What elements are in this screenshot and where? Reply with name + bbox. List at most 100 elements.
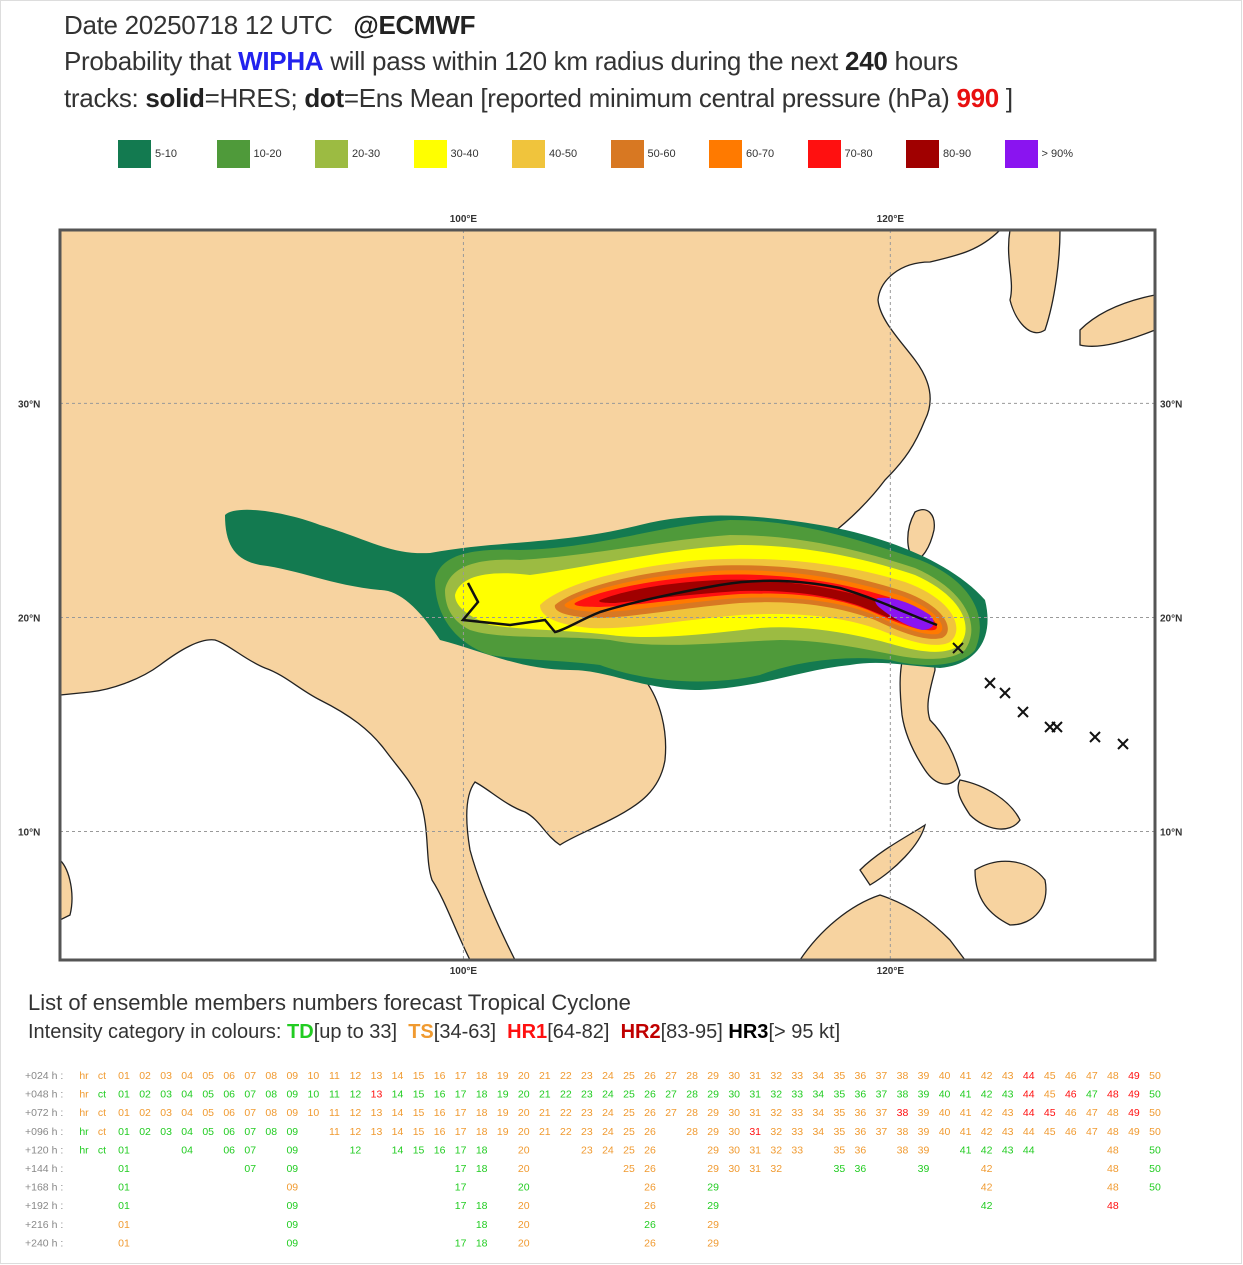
- member-number: 23: [581, 1107, 593, 1119]
- member-number: 48: [1107, 1200, 1119, 1212]
- member-number: 32: [770, 1163, 782, 1175]
- legend-item: 60-70: [709, 140, 807, 170]
- member-number: 47: [1086, 1070, 1098, 1082]
- member-number: 07: [244, 1144, 256, 1156]
- member-number: 46: [1065, 1089, 1077, 1101]
- header-text: dot: [304, 83, 344, 113]
- member-number: 11: [329, 1089, 340, 1101]
- member-number: 01: [118, 1200, 130, 1212]
- legend-item: 10-20: [216, 140, 315, 170]
- member-number: 18: [476, 1219, 488, 1231]
- member-number: 01: [118, 1237, 130, 1249]
- header-text: =Ens Mean [reported minimum central pres…: [343, 83, 957, 113]
- member-number: 09: [286, 1219, 298, 1231]
- legend-item: 40-50: [512, 140, 610, 170]
- member-number: 03: [160, 1107, 172, 1119]
- member-number: 45: [1044, 1089, 1056, 1101]
- legend-swatch: [1004, 140, 1038, 168]
- member-number: 30: [728, 1163, 740, 1175]
- member-number: 07: [244, 1107, 256, 1119]
- intensity-text: [34-63]: [433, 1021, 497, 1043]
- header-text: @ECMWF: [353, 10, 476, 40]
- member-number: 49: [1128, 1107, 1140, 1119]
- member-number: 24: [602, 1070, 614, 1082]
- member-number: 17: [455, 1144, 467, 1156]
- member-number: 19: [497, 1089, 509, 1101]
- legend-item: > 90%: [1004, 140, 1103, 170]
- member-number: 39: [918, 1163, 930, 1175]
- member-number: 26: [644, 1200, 656, 1212]
- member-number: 13: [371, 1070, 383, 1082]
- member-number: 20: [518, 1070, 530, 1082]
- lon-label: 120°E: [877, 966, 905, 977]
- header-text: solid: [145, 83, 205, 113]
- lon-label: 120°E: [877, 214, 905, 225]
- member-number: 20: [518, 1107, 530, 1119]
- member-number: 41: [960, 1107, 972, 1119]
- legend-label: 50-60: [647, 148, 676, 160]
- member-number: 28: [686, 1070, 698, 1082]
- member-number: 20: [518, 1182, 530, 1194]
- member-number: 24: [602, 1144, 614, 1156]
- member-number: 09: [286, 1107, 298, 1119]
- korea: [1007, 229, 1061, 334]
- member-number: 35: [834, 1070, 846, 1082]
- lat-label: 10°N: [1160, 828, 1182, 839]
- member-number: 26: [644, 1163, 656, 1175]
- member-number: 42: [981, 1089, 993, 1101]
- category-name: HR2: [620, 1021, 661, 1043]
- member-number: 03: [160, 1070, 172, 1082]
- member-number: 47: [1086, 1126, 1098, 1138]
- member-number: 38: [897, 1089, 909, 1101]
- member-number: 45: [1044, 1107, 1056, 1119]
- member-number: 31: [749, 1144, 761, 1156]
- member-number: 11: [329, 1070, 340, 1082]
- member-number: 36: [855, 1126, 867, 1138]
- visayas: [957, 779, 1021, 830]
- cross: [984, 677, 996, 689]
- member-number: 29: [707, 1219, 719, 1231]
- lead-time: +240 h :: [25, 1237, 63, 1249]
- member-number: 06: [223, 1144, 235, 1156]
- member-number: 45: [1044, 1070, 1056, 1082]
- member-number: 28: [686, 1107, 698, 1119]
- category-name: HR1: [507, 1021, 548, 1043]
- member-number: 22: [560, 1089, 572, 1101]
- member-number: 42: [981, 1070, 993, 1082]
- member-number: 49: [1128, 1089, 1140, 1101]
- member-number: 48: [1107, 1089, 1119, 1101]
- member-number: 34: [812, 1126, 824, 1138]
- member-number: 37: [876, 1089, 888, 1101]
- member-number: ct: [98, 1126, 106, 1138]
- header-line: tracks: solid=HRES; dot=Ens Mean [report…: [64, 83, 1013, 114]
- member-number: 50: [1149, 1126, 1161, 1138]
- lon-label: 100°E: [450, 214, 478, 225]
- member-number: 12: [350, 1126, 362, 1138]
- member-number: 29: [707, 1182, 719, 1194]
- member-number: 38: [897, 1070, 909, 1082]
- member-number: 19: [497, 1070, 509, 1082]
- member-number: 20: [518, 1126, 530, 1138]
- member-number: 12: [350, 1144, 362, 1156]
- intensity-text: Intensity category in colours:: [28, 1021, 288, 1043]
- mindanao: [974, 860, 1047, 926]
- member-number: 26: [644, 1107, 656, 1119]
- member-number: ct: [98, 1070, 106, 1082]
- category-name: TD: [287, 1021, 314, 1043]
- member-number: 20: [518, 1089, 530, 1101]
- member-number: 21: [539, 1107, 551, 1119]
- member-number: 16: [434, 1144, 446, 1156]
- member-number: 33: [791, 1126, 803, 1138]
- member-number: 17: [455, 1200, 467, 1212]
- member-number: 43: [1002, 1089, 1014, 1101]
- member-number: 23: [581, 1126, 593, 1138]
- cross: [999, 687, 1011, 699]
- member-number: 25: [623, 1089, 635, 1101]
- header-line: Date 20250718 12 UTC @ECMWF: [64, 10, 475, 41]
- member-number: 07: [244, 1089, 256, 1101]
- member-number: 43: [1002, 1126, 1014, 1138]
- header-text: tracks:: [64, 83, 146, 113]
- member-number: 12: [350, 1107, 362, 1119]
